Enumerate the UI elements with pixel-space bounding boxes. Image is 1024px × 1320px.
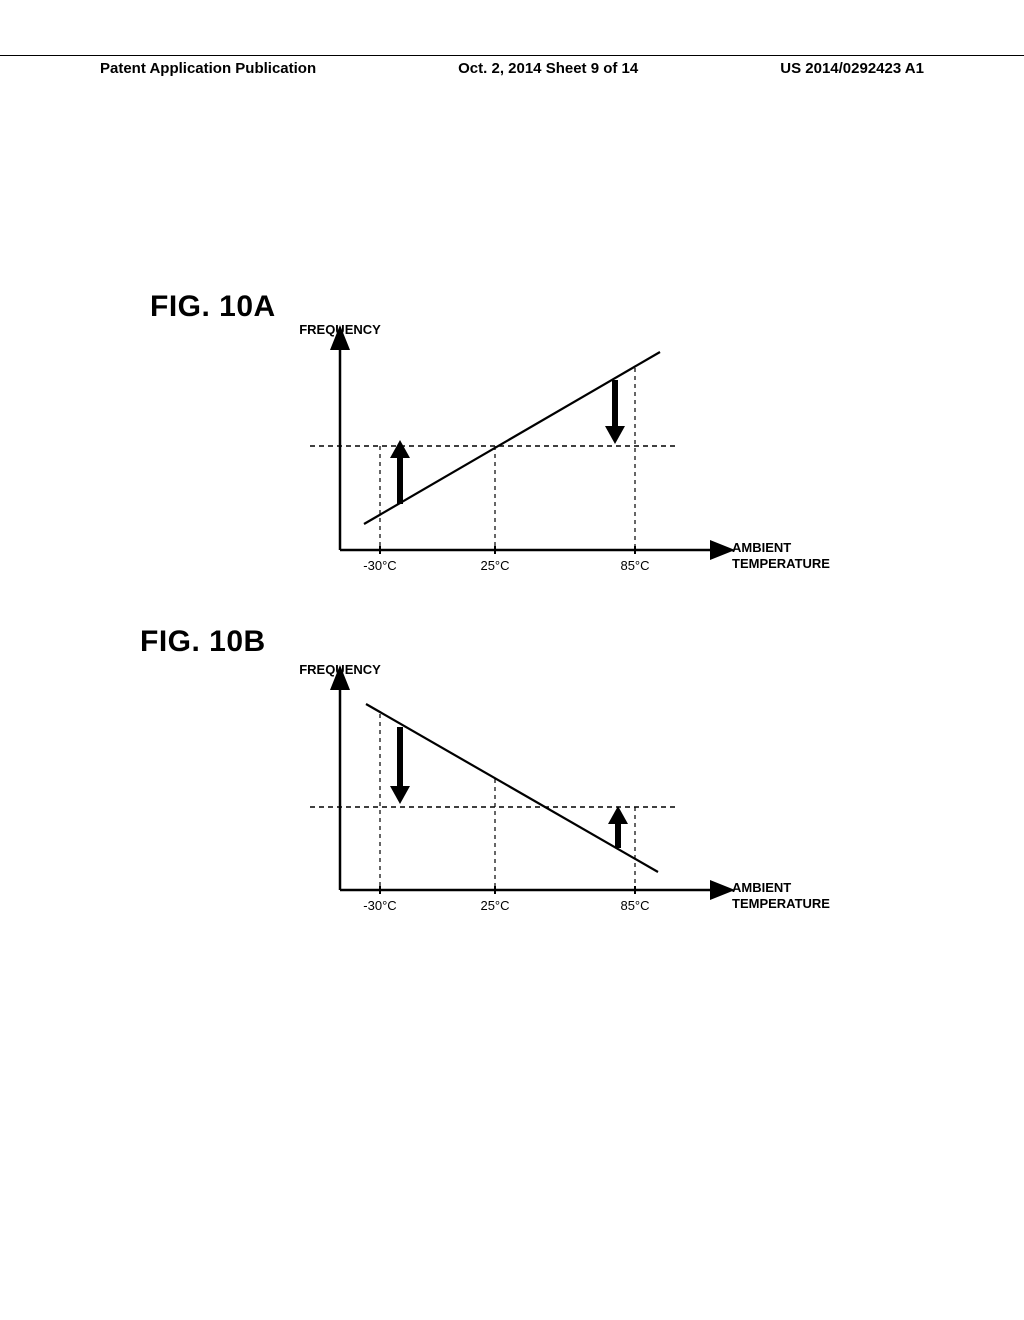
header-left: Patent Application Publication	[100, 60, 316, 77]
y-axis-label: FREQUENCY	[300, 662, 381, 677]
x-axis-label-line2: TEMPERATURE	[732, 556, 830, 571]
figure-label-a: FIG. 10A	[150, 290, 276, 324]
chart-fig-10a: FREQUENCY AMBIENT TEMPERATURE -30°C 25°C…	[300, 320, 870, 610]
x-tick-3: 85°C	[620, 558, 649, 573]
x-tick-2: 25°C	[480, 558, 509, 573]
page-header: Patent Application Publication Oct. 2, 2…	[0, 55, 1024, 77]
x-axis-label-line1: AMBIENT	[732, 540, 791, 555]
x-tick-1: -30°C	[363, 558, 396, 573]
trend-line	[366, 704, 658, 872]
header-right: US 2014/0292423 A1	[780, 60, 924, 77]
x-tick-3: 85°C	[620, 898, 649, 913]
header-mid: Oct. 2, 2014 Sheet 9 of 14	[458, 60, 638, 77]
y-axis-label: FREQUENCY	[300, 322, 381, 337]
figure-label-b: FIG. 10B	[140, 625, 266, 659]
chart-fig-10b: FREQUENCY AMBIENT TEMPERATURE -30°C 25°C…	[300, 660, 870, 950]
x-axis-label-line1: AMBIENT	[732, 880, 791, 895]
x-tick-2: 25°C	[480, 898, 509, 913]
x-tick-1: -30°C	[363, 898, 396, 913]
x-axis-label-line2: TEMPERATURE	[732, 896, 830, 911]
